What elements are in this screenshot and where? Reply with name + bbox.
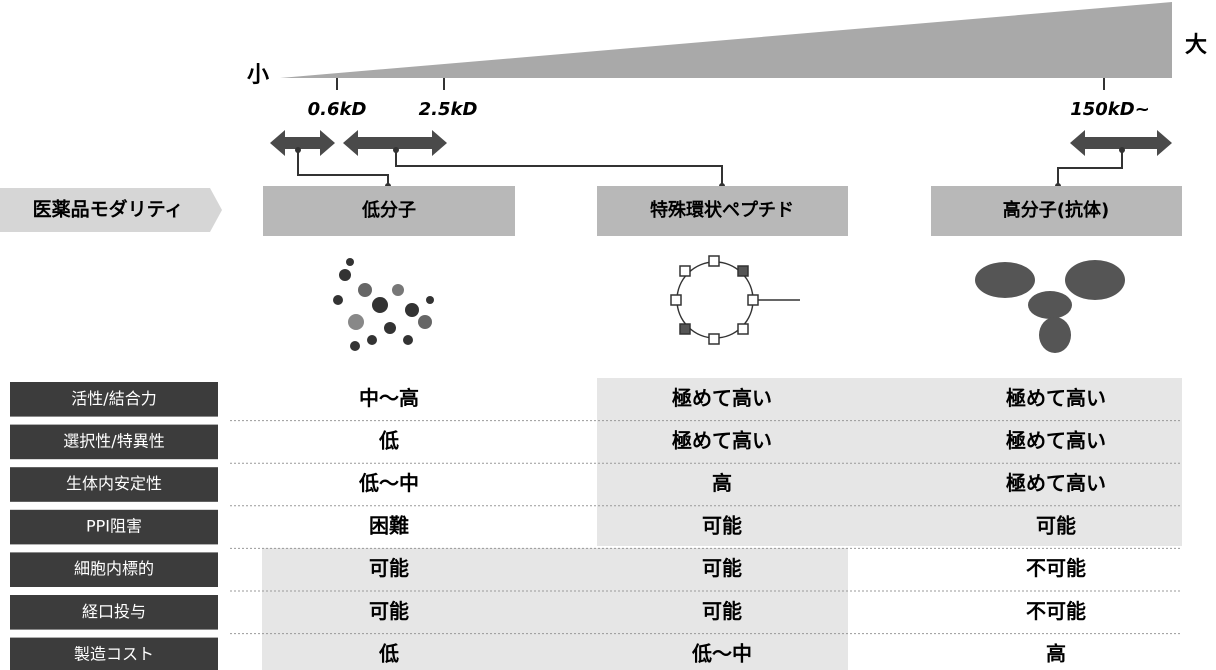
modality: 低分子 bbox=[361, 199, 416, 221]
cell: 可能 bbox=[369, 556, 409, 580]
cell: 中～高 bbox=[359, 386, 419, 410]
shade bbox=[262, 548, 848, 670]
row-label: 製造コスト bbox=[74, 644, 154, 663]
cell: 可能 bbox=[702, 556, 742, 580]
row-label-box bbox=[10, 424, 218, 460]
cell: 極めて高い bbox=[1005, 386, 1106, 410]
header-chevron bbox=[0, 188, 222, 232]
antibody-icon bbox=[975, 260, 1125, 353]
cell: 極めて高い bbox=[1005, 428, 1106, 452]
row-label: 生体内安定性 bbox=[66, 474, 162, 493]
cell: 極めて高い bbox=[671, 428, 772, 452]
cell: 可能 bbox=[702, 599, 742, 623]
cyclic-peptide-icon bbox=[670, 255, 800, 345]
modality-boxes bbox=[263, 186, 1182, 236]
row-label-box bbox=[10, 467, 218, 502]
row-label-box bbox=[10, 552, 218, 587]
row-label-box bbox=[10, 595, 218, 630]
row-label-box bbox=[10, 509, 218, 545]
cell: 極めて高い bbox=[671, 386, 772, 410]
cell: 困難 bbox=[369, 514, 409, 538]
cell: 不可能 bbox=[1026, 599, 1086, 623]
modality: 特殊環状ペプチド bbox=[650, 199, 794, 221]
tick-label: 2.5kD bbox=[419, 99, 478, 120]
modality: 高分子(抗体) bbox=[1003, 199, 1109, 221]
scale-max: 大 bbox=[1185, 33, 1207, 58]
row-label: PPI阻害 bbox=[86, 517, 142, 536]
row-label-box bbox=[10, 637, 218, 670]
cell: 可能 bbox=[702, 514, 742, 538]
cell: 可能 bbox=[1036, 514, 1076, 538]
cell: 極めて高い bbox=[1005, 471, 1106, 495]
cell: 低～中 bbox=[691, 641, 752, 665]
cell: 低 bbox=[378, 641, 399, 665]
shade bbox=[597, 378, 1182, 546]
size-wedge bbox=[280, 2, 1172, 78]
property-table: 活性/結合力 中～高 極めて高い 極めて高い選択性/特異性低極めて高い 極めて高い生体内… bbox=[10, 378, 1182, 670]
tick-label: 0.6kD bbox=[308, 99, 367, 120]
tick-label: 150kD~ bbox=[1070, 99, 1150, 120]
connector-dots bbox=[295, 147, 1125, 189]
cell: 不可能 bbox=[1026, 556, 1086, 580]
connectors bbox=[297, 150, 1123, 186]
row-label: 活性/結合力 bbox=[71, 389, 156, 408]
cell: 高 bbox=[1046, 641, 1066, 665]
cell: 低～中 bbox=[358, 471, 419, 495]
small-molecule-icon bbox=[333, 258, 434, 351]
modality-header: 医薬品モダリティ bbox=[33, 198, 184, 221]
ticks bbox=[336, 78, 1105, 90]
cell: 高 bbox=[712, 471, 732, 495]
row-label-box bbox=[10, 382, 218, 417]
scale-min: 小 bbox=[247, 63, 269, 88]
range-arrows bbox=[270, 130, 1172, 156]
row-label: 経口投与 bbox=[82, 602, 146, 621]
cell: 可能 bbox=[369, 599, 409, 623]
cell: 低 bbox=[378, 428, 399, 452]
row-label: 細胞内標的 bbox=[74, 559, 154, 578]
row-label: 選択性/特異性 bbox=[63, 431, 164, 450]
